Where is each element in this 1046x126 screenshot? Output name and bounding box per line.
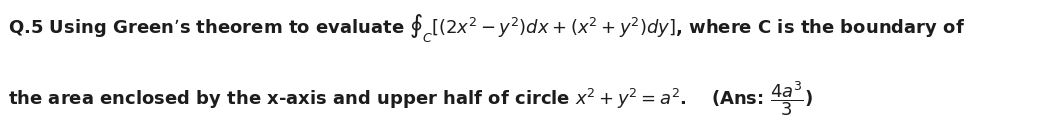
Text: the area enclosed by the x-axis and upper half of circle $x^2 + y^2 = a^2$.   (A: the area enclosed by the x-axis and uppe…: [8, 79, 814, 118]
Text: Q.5 Using Green’s theorem to evaluate $\oint_C[(2x^2 - y^2)dx + (x^2 + y^2)dy]$,: Q.5 Using Green’s theorem to evaluate $\…: [8, 12, 965, 44]
